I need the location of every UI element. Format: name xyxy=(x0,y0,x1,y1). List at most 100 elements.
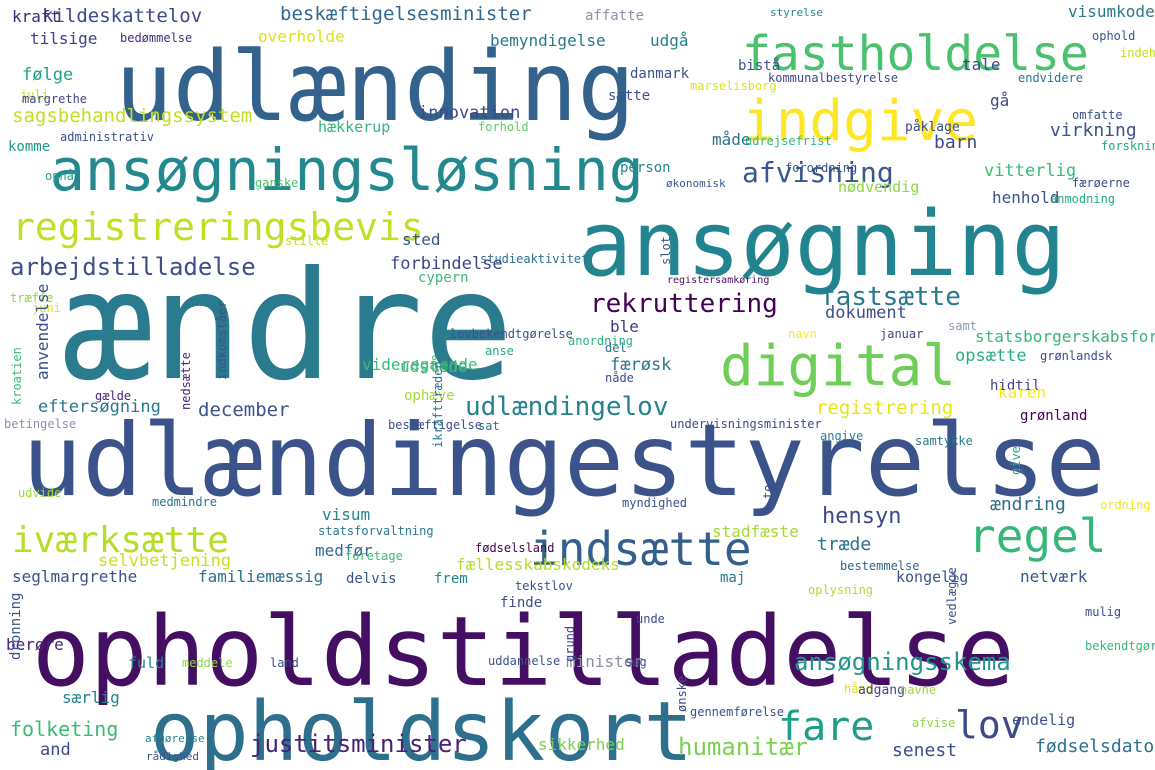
word-170: vedlægge xyxy=(945,567,959,625)
word-164: ikrafttræden xyxy=(431,361,445,448)
word-70: del xyxy=(605,341,627,355)
word-4: udlænding xyxy=(115,31,635,143)
word-113: fuld xyxy=(128,654,164,672)
word-104: maj xyxy=(720,570,745,586)
word-31: overholde xyxy=(258,27,345,46)
word-9: indgive xyxy=(742,89,978,154)
word-130: rådighed xyxy=(146,750,199,763)
word-79: samtykke xyxy=(915,434,973,448)
word-146: omfatte xyxy=(1072,108,1123,122)
word-95: træde xyxy=(817,534,871,555)
word-87: ordning xyxy=(1100,498,1151,512)
word-75: gælde xyxy=(95,389,131,403)
word-150: forskning xyxy=(1101,139,1155,153)
word-163: indkomståer xyxy=(215,301,229,380)
word-159: videregående xyxy=(362,355,478,374)
word-15: fare xyxy=(778,704,874,750)
word-138: bistå xyxy=(738,57,780,74)
word-83: undervisningsminister xyxy=(670,417,822,431)
word-112: berøre xyxy=(6,635,64,654)
word-11: digital xyxy=(720,334,956,399)
word-76: registrering xyxy=(816,397,953,419)
word-17: arbejdstilladelse xyxy=(10,253,256,281)
word-78: angive xyxy=(820,429,863,443)
word-61: dokument xyxy=(825,303,907,323)
word-14: regel xyxy=(968,509,1106,563)
word-50: forbindelse xyxy=(390,254,503,274)
word-29: tilsige xyxy=(30,29,97,48)
word-99: bestemmelse xyxy=(840,559,919,573)
word-51: cypern xyxy=(418,270,469,286)
word-169: grund xyxy=(563,626,577,662)
word-41: forhold xyxy=(478,120,529,134)
word-101: familiemæssig xyxy=(198,567,323,586)
word-3: opholdstilladelse xyxy=(32,596,1015,708)
word-80: betingelse xyxy=(4,417,76,431)
word-116: uddannelse xyxy=(488,654,560,668)
word-8: registreringsbevis xyxy=(12,205,424,249)
word-149: barn xyxy=(934,132,977,153)
word-92: stadfæste xyxy=(712,522,799,541)
word-158: måde xyxy=(712,130,751,149)
word-53: træffe xyxy=(10,291,53,305)
word-151: udrejsefrist xyxy=(745,134,832,148)
word-88: hensyn xyxy=(822,504,901,529)
word-35: juli xyxy=(20,88,49,102)
word-132: senest xyxy=(892,740,957,761)
word-156: henhold xyxy=(992,188,1059,207)
word-135: styrelse xyxy=(770,6,823,19)
word-166: give xyxy=(1009,446,1023,475)
word-13: indsætte xyxy=(530,522,752,576)
word-47: stille xyxy=(285,234,328,248)
word-55: ble xyxy=(610,317,639,336)
word-77: grønland xyxy=(1020,408,1087,424)
word-12: iværksætte xyxy=(12,520,229,561)
word-127: afvise xyxy=(912,716,955,730)
word-108: mulig xyxy=(1085,605,1121,619)
word-120: særlig xyxy=(62,688,120,707)
word-33: udgå xyxy=(650,31,689,50)
word-124: folketing xyxy=(10,717,118,741)
word-52: registersamkøring xyxy=(667,275,769,286)
word-48: sted xyxy=(402,230,441,249)
word-96: selvbetjening xyxy=(98,551,231,571)
word-82: sat xyxy=(478,419,500,433)
word-45: person xyxy=(620,160,671,176)
word-64: grønlandsk xyxy=(1040,349,1113,363)
word-152: vitterlig xyxy=(984,161,1076,181)
word-21: udlændingelov xyxy=(465,392,669,422)
word-115: land xyxy=(270,656,299,670)
word-91: statsforvaltning xyxy=(318,524,434,538)
word-121: hånd xyxy=(844,682,873,696)
word-2: udlændingestyrelse xyxy=(22,402,1106,519)
word-36: margrethe xyxy=(22,92,87,106)
word-69: anse xyxy=(485,344,514,358)
word-58: navn xyxy=(788,327,817,341)
word-71: nåde xyxy=(605,371,634,385)
word-139: tale xyxy=(962,55,1001,74)
word-1: ændre xyxy=(62,240,514,414)
word-59: januar xyxy=(880,327,923,341)
word-18: rekruttering xyxy=(590,289,778,319)
word-119: bekendtgørelse xyxy=(1085,639,1155,653)
word-136: ophold xyxy=(1092,29,1135,43)
word-123: navne xyxy=(900,683,936,697)
word-49: studieaktivitet xyxy=(480,252,588,266)
word-155: nødvendig xyxy=(838,178,919,196)
word-68: udstede xyxy=(400,357,467,376)
word-168: dronning xyxy=(8,593,24,660)
word-85: medmindre xyxy=(152,495,217,509)
word-165: to xyxy=(761,485,775,499)
word-147: virkning xyxy=(1050,120,1137,141)
word-10: fastholdelse xyxy=(742,26,1089,82)
word-133: fødselsdato xyxy=(1035,736,1154,757)
word-24: humanitær xyxy=(678,733,808,761)
word-16: lov xyxy=(955,703,1024,747)
word-20: fastsætte xyxy=(820,282,961,312)
word-93: medfør xyxy=(315,541,373,560)
word-42: komme xyxy=(8,139,50,155)
word-63: opsætte xyxy=(955,346,1027,366)
word-74: eftersøgning xyxy=(38,397,161,417)
word-72: ophæve xyxy=(404,388,455,404)
